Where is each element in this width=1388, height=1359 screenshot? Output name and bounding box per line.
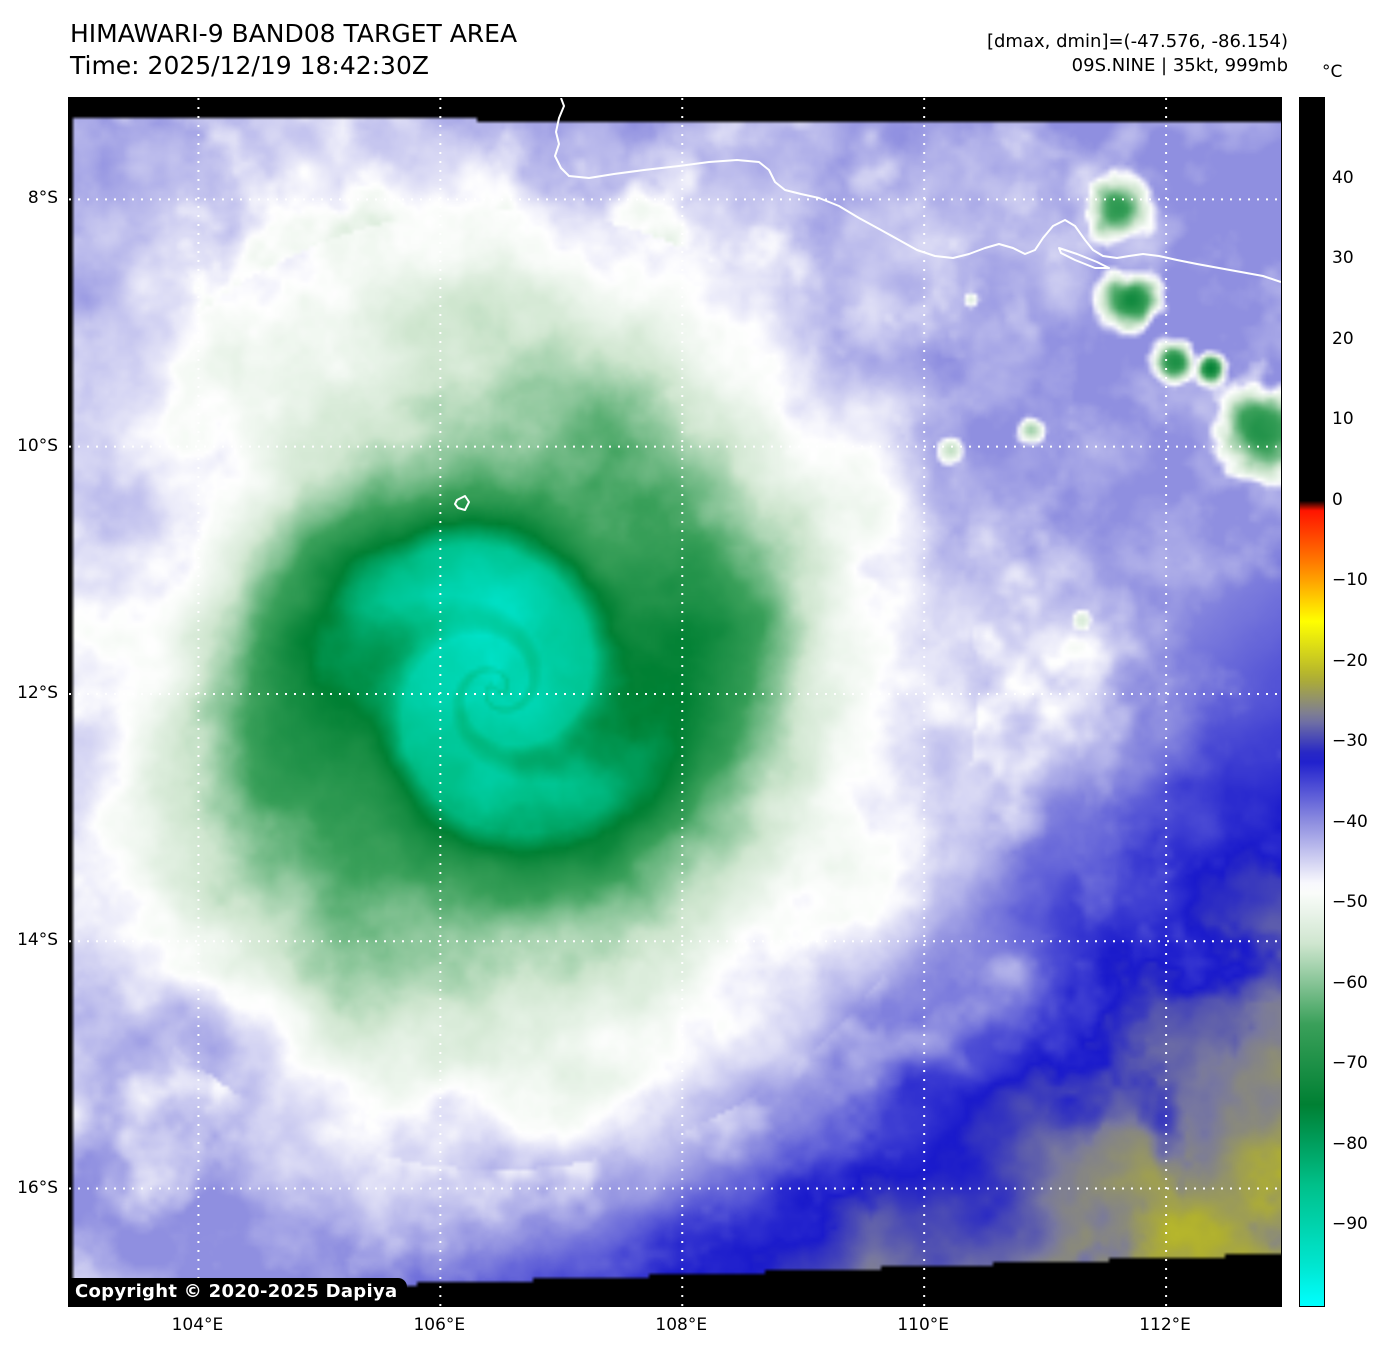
longitude-tick-label: 112°E (1139, 1315, 1191, 1335)
colorbar-tick-label: 30 (1332, 248, 1354, 269)
colorbar-tick-label: 40 (1332, 167, 1354, 188)
colorbar-tick-label: −30 (1332, 731, 1368, 752)
coastline-java-south (554, 98, 1281, 283)
colorbar-tick-label: −10 (1332, 570, 1368, 591)
coastline-islet (1058, 247, 1110, 269)
longitude-tick-label: 104°E (171, 1315, 224, 1335)
latitude-tick-label: 8°S (27, 188, 58, 209)
page-title: HIMAWARI-9 BAND08 TARGET AREA (70, 19, 518, 48)
latitude-tick-label: 16°S (17, 1177, 58, 1198)
colorbar-tick-label: −40 (1332, 811, 1368, 832)
colorbar-tick-label: −90 (1332, 1214, 1368, 1235)
latitude-tick-label: 14°S (17, 930, 58, 951)
timestamp-line: Time: 2025/12/19 18:42:30Z (70, 51, 429, 80)
colorbar-unit-label: °C (1322, 62, 1343, 82)
title-block: HIMAWARI-9 BAND08 TARGET AREA Time: 2025… (70, 18, 517, 82)
colorbar-gradient (1300, 98, 1324, 1306)
coastline-overlay (454, 98, 1281, 511)
colorbar-tick-label: −50 (1332, 892, 1368, 913)
colorbar-tick-label: −80 (1332, 1133, 1368, 1154)
colorbar-tick-label: −60 (1332, 972, 1368, 993)
coastline-small-feature (454, 495, 470, 511)
satellite-image-plot[interactable] (68, 97, 1282, 1307)
colorbar-tick-label: −70 (1332, 1053, 1368, 1074)
dminmax-label: [dmax, dmin]=(-47.576, -86.154) (986, 31, 1288, 52)
storm-info-label: 09S.NINE | 35kt, 999mb (1071, 55, 1288, 76)
longitude-tick-label: 110°E (897, 1315, 950, 1335)
latitude-tick-label: 10°S (17, 435, 58, 456)
longitude-tick-label: 108°E (655, 1315, 708, 1335)
graticule-gridlines (69, 98, 1281, 1306)
metadata-block: [dmax, dmin]=(-47.576, -86.154) 09S.NINE… (987, 30, 1288, 78)
colorbar-tick-label: 20 (1332, 328, 1354, 349)
colorbar-tick-label: 0 (1332, 489, 1343, 510)
ir-brightness-temperature-raster (69, 98, 1281, 1306)
colorbar-tick-label: −20 (1332, 650, 1368, 671)
latitude-tick-label: 12°S (17, 682, 58, 703)
satellite-image-canvas (69, 98, 1281, 1306)
colorbar[interactable] (1299, 97, 1325, 1307)
colorbar-tick-label: 10 (1332, 409, 1354, 430)
copyright-banner: Copyright © 2020-2025 Dapiya (69, 1278, 408, 1306)
longitude-tick-label: 106°E (413, 1315, 466, 1335)
